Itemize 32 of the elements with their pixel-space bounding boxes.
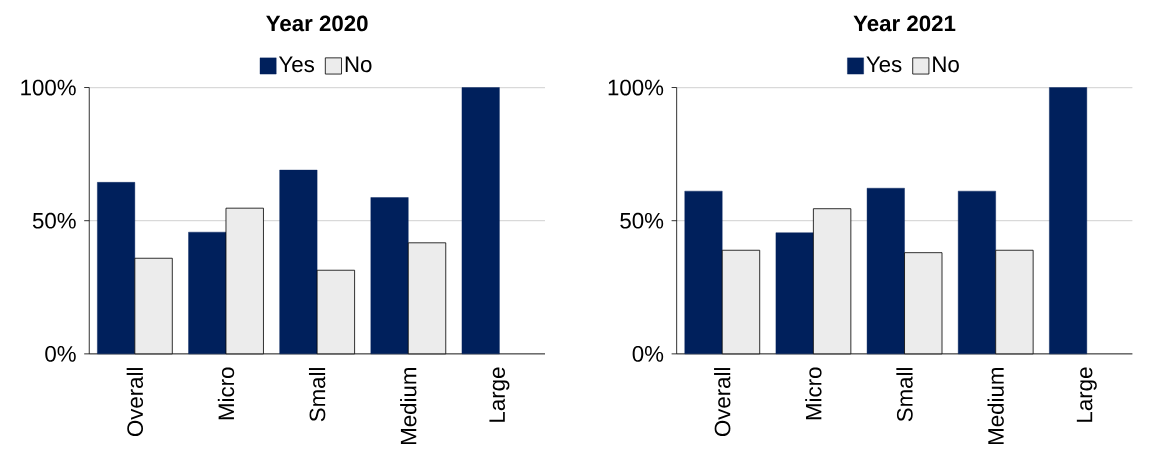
- y-tick-label: 0%: [632, 345, 664, 362]
- x-tick-label: Small: [308, 367, 326, 422]
- chart-title: Year 2020: [266, 15, 368, 32]
- bar: [188, 231, 227, 354]
- legend-label: No: [345, 56, 372, 73]
- bar: [684, 190, 723, 354]
- x-tick-label: Overall: [126, 367, 144, 436]
- bar: [866, 187, 905, 354]
- x-tick-label: Medium: [400, 367, 417, 444]
- x-tick-label: Micro: [217, 367, 235, 420]
- x-tick-label: Overall: [714, 367, 731, 436]
- bar: [370, 197, 409, 354]
- bar: [279, 169, 318, 354]
- legend-label: Yes: [278, 56, 314, 73]
- bar: [775, 232, 814, 354]
- bar: [1049, 87, 1088, 354]
- y-tick-label: 100%: [21, 79, 76, 96]
- y-tick-label: 100%: [608, 79, 664, 96]
- x-tick-label: Large: [489, 367, 510, 422]
- x-tick-label: Medium: [987, 367, 1004, 444]
- bar: [958, 190, 996, 354]
- x-tick-label: Micro: [805, 367, 822, 420]
- chart-title: Year 2021: [853, 15, 956, 32]
- x-tick-label: Large: [1076, 367, 1097, 422]
- bar: [97, 182, 136, 354]
- y-tick-label: 0%: [45, 345, 76, 362]
- y-tick-label: 50%: [32, 212, 76, 229]
- y-tick-label: 50%: [620, 212, 664, 229]
- bar: [461, 87, 500, 354]
- x-tick-label: Small: [896, 367, 913, 422]
- legend-label: Yes: [866, 56, 902, 73]
- legend-label: No: [933, 56, 959, 73]
